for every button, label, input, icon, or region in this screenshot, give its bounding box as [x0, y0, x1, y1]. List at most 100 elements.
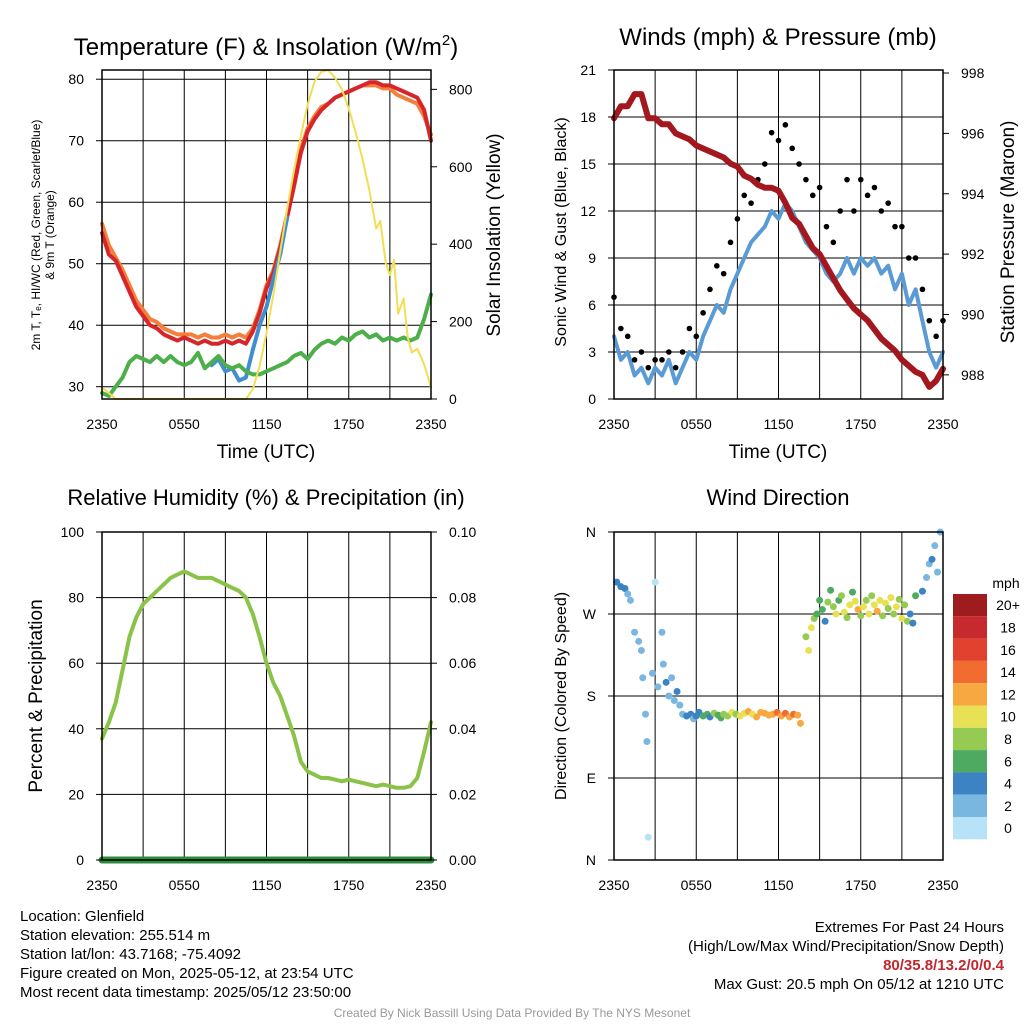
temperature-xlabel: Time (UTC) [217, 442, 316, 463]
axes: 2350 0550 1150 1750 23500204060801000.000.02… [61, 524, 477, 893]
gust-point [816, 184, 823, 191]
y2-tick-label: 0.02 [449, 786, 476, 802]
x-tick-label: 2350 [86, 877, 117, 893]
direction-point [794, 711, 802, 719]
x-tick-label: 1150 [763, 877, 793, 893]
direction-point [802, 633, 810, 641]
direction-point [631, 628, 639, 636]
y-tick-label: 21 [580, 62, 596, 78]
x-tick-label: 1750 [333, 416, 364, 432]
gust-point [720, 270, 727, 277]
direction-point [816, 596, 824, 604]
station-elevation: Station elevation: 255.514 m [20, 927, 211, 944]
colorbar-label: 10 [1000, 709, 1016, 725]
gust-point [878, 208, 885, 214]
colorbar-label: 20+ [996, 597, 1020, 613]
gust-point [748, 200, 754, 206]
direction-point [673, 687, 681, 695]
direction-point [903, 617, 911, 625]
gust-point [652, 357, 658, 363]
direction-point [857, 612, 865, 620]
colorbar-label: 0 [1004, 820, 1012, 836]
direction-point [648, 669, 656, 677]
colorbar-swatch [953, 750, 987, 773]
y2-tick-label: 0.04 [449, 721, 476, 737]
max-gust: Max Gust: 20.5 mph On 05/12 at 1210 UTC [713, 976, 1004, 993]
y-tick-label: 40 [68, 317, 84, 333]
direction-point [849, 588, 857, 596]
y2-tick-label: 800 [449, 81, 473, 97]
station-latlon: Station lat/lon: 43.7168; -75.4092 [20, 946, 242, 963]
direction-point [613, 578, 621, 586]
y2-tick-label: 0.08 [449, 590, 476, 606]
y-tick-label: W [583, 606, 597, 622]
direction-point [873, 607, 881, 615]
direction-point [813, 610, 821, 618]
direction-point [912, 592, 920, 600]
y-tick-label: S [587, 688, 596, 704]
colorbar-label: 2 [1004, 798, 1012, 814]
axes: 2350 0550 1150 1750 235003691215182198899099… [580, 62, 984, 432]
gust-point [857, 176, 864, 183]
direction-point [676, 701, 684, 709]
gust-point [912, 255, 919, 261]
direction-point [654, 683, 662, 691]
direction-point [865, 610, 873, 618]
gust-point [672, 364, 679, 371]
y-tick-label: 9 [588, 250, 596, 266]
gust-point [624, 333, 631, 340]
gust-point [686, 325, 693, 332]
x-tick-label: 2350 [927, 416, 958, 432]
direction-point [832, 610, 840, 618]
wind-direction-ylabel: Direction (Colored By Speed) [553, 592, 570, 800]
y-tick-label: 40 [68, 721, 84, 737]
gust-point [782, 122, 789, 128]
direction-point [918, 587, 926, 595]
grid [613, 531, 944, 861]
extremes-heading: Extremes For Past 24 Hours [814, 919, 1004, 936]
gust-point [679, 349, 686, 355]
y-tick-label: 0 [588, 391, 596, 407]
colorbar-label: 6 [1004, 753, 1012, 769]
colorbar-label: 14 [1000, 664, 1016, 680]
credit-line: Created By Nick Bassill Using Data Provi… [333, 1006, 691, 1020]
gust-point [809, 192, 816, 199]
y-tick-label: N [586, 524, 596, 540]
gust-point [851, 208, 857, 214]
direction-point [668, 674, 676, 682]
grid [101, 531, 432, 861]
gust-point [761, 161, 768, 167]
x-tick-label: 2350 [415, 416, 446, 432]
y2-tick-label: 994 [961, 186, 985, 202]
direction-point [923, 574, 931, 582]
gust-point [714, 263, 720, 269]
direction-point [624, 590, 632, 598]
gust-point [926, 317, 933, 324]
colorbar-swatch [953, 705, 987, 728]
direction-point [906, 610, 914, 618]
gust-point [768, 129, 775, 136]
series-line-1 [100, 80, 433, 346]
direction-point [901, 601, 909, 609]
plot-frame [613, 531, 944, 861]
y-tick-label: 15 [580, 156, 596, 172]
station-location: Location: Glenfield [20, 908, 145, 925]
direction-point [892, 603, 900, 611]
direction-point [658, 628, 666, 636]
temperature-chart-title: Temperature (F) & Insolation (W/m2) [74, 32, 458, 61]
direction-point [931, 542, 939, 550]
x-tick-label: 1750 [333, 877, 364, 893]
direction-point [843, 614, 851, 622]
x-tick-label: 2350 [927, 877, 958, 893]
grid [613, 69, 944, 400]
series-line-0 [612, 201, 945, 386]
gust-point [700, 310, 706, 316]
direction-point [881, 599, 889, 607]
y2-tick-label: 0 [449, 391, 457, 407]
x-tick-label: 1150 [251, 416, 281, 432]
direction-point [884, 605, 892, 613]
y2-tick-label: 992 [961, 246, 985, 262]
gust-point [892, 223, 898, 230]
extremes-values: 80/35.8/13.2/0/0.4 [883, 957, 1004, 974]
colorbar-title: mph [992, 575, 1019, 591]
